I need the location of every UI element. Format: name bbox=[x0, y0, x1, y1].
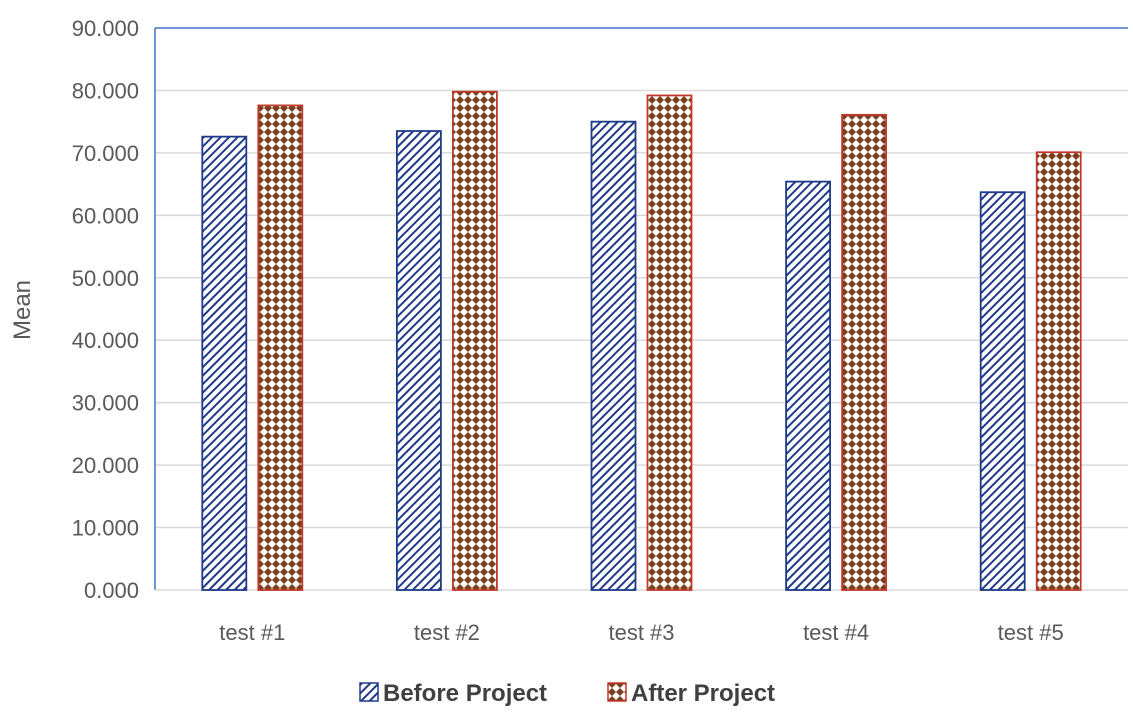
bar-before-3 bbox=[590, 120, 637, 591]
x-tick-label: test #2 bbox=[414, 620, 480, 645]
x-axis-ticks: test #1 test #2 test #3 test #4 test #5 bbox=[219, 620, 1063, 645]
gridlines bbox=[155, 89, 1128, 529]
bar-before-2 bbox=[395, 130, 442, 591]
bars bbox=[201, 90, 1082, 591]
y-tick-label: 50.000 bbox=[72, 266, 139, 291]
legend: Before Project After Project bbox=[359, 680, 775, 707]
bar-after-1 bbox=[257, 104, 304, 591]
x-tick-label: test #3 bbox=[608, 620, 674, 645]
y-tick-label: 80.000 bbox=[72, 78, 139, 103]
bar-after-3 bbox=[646, 94, 693, 591]
bar-before-5 bbox=[979, 191, 1026, 591]
bar-before-4 bbox=[785, 180, 831, 591]
y-tick-label: 30.000 bbox=[72, 391, 139, 416]
x-tick-label: test #4 bbox=[803, 620, 869, 645]
y-axis-title: Mean bbox=[9, 280, 36, 340]
x-tick-label: test #1 bbox=[219, 620, 285, 645]
y-tick-label: 20.000 bbox=[72, 453, 139, 478]
y-tick-label: 0.000 bbox=[84, 578, 139, 603]
x-tick-label: test #5 bbox=[998, 620, 1064, 645]
bar-after-4 bbox=[841, 113, 887, 591]
y-tick-label: 10.000 bbox=[72, 516, 139, 541]
legend-swatch-after bbox=[607, 682, 627, 702]
y-axis-ticks: 0.000 10.000 20.000 30.000 40.000 50.000 60.00… bbox=[72, 16, 139, 603]
legend-label-before: Before Project bbox=[383, 680, 547, 707]
plot-frame bbox=[154, 27, 1128, 591]
bar-after-2 bbox=[451, 90, 498, 591]
bar-before-1 bbox=[201, 135, 248, 591]
legend-label-after: After Project bbox=[631, 680, 775, 707]
legend-swatch-before bbox=[359, 682, 379, 702]
y-tick-label: 70.000 bbox=[72, 141, 139, 166]
bar-after-5 bbox=[1035, 151, 1082, 591]
y-tick-label: 60.000 bbox=[72, 203, 139, 228]
y-tick-label: 90.000 bbox=[72, 16, 139, 41]
y-tick-label: 40.000 bbox=[72, 328, 139, 353]
